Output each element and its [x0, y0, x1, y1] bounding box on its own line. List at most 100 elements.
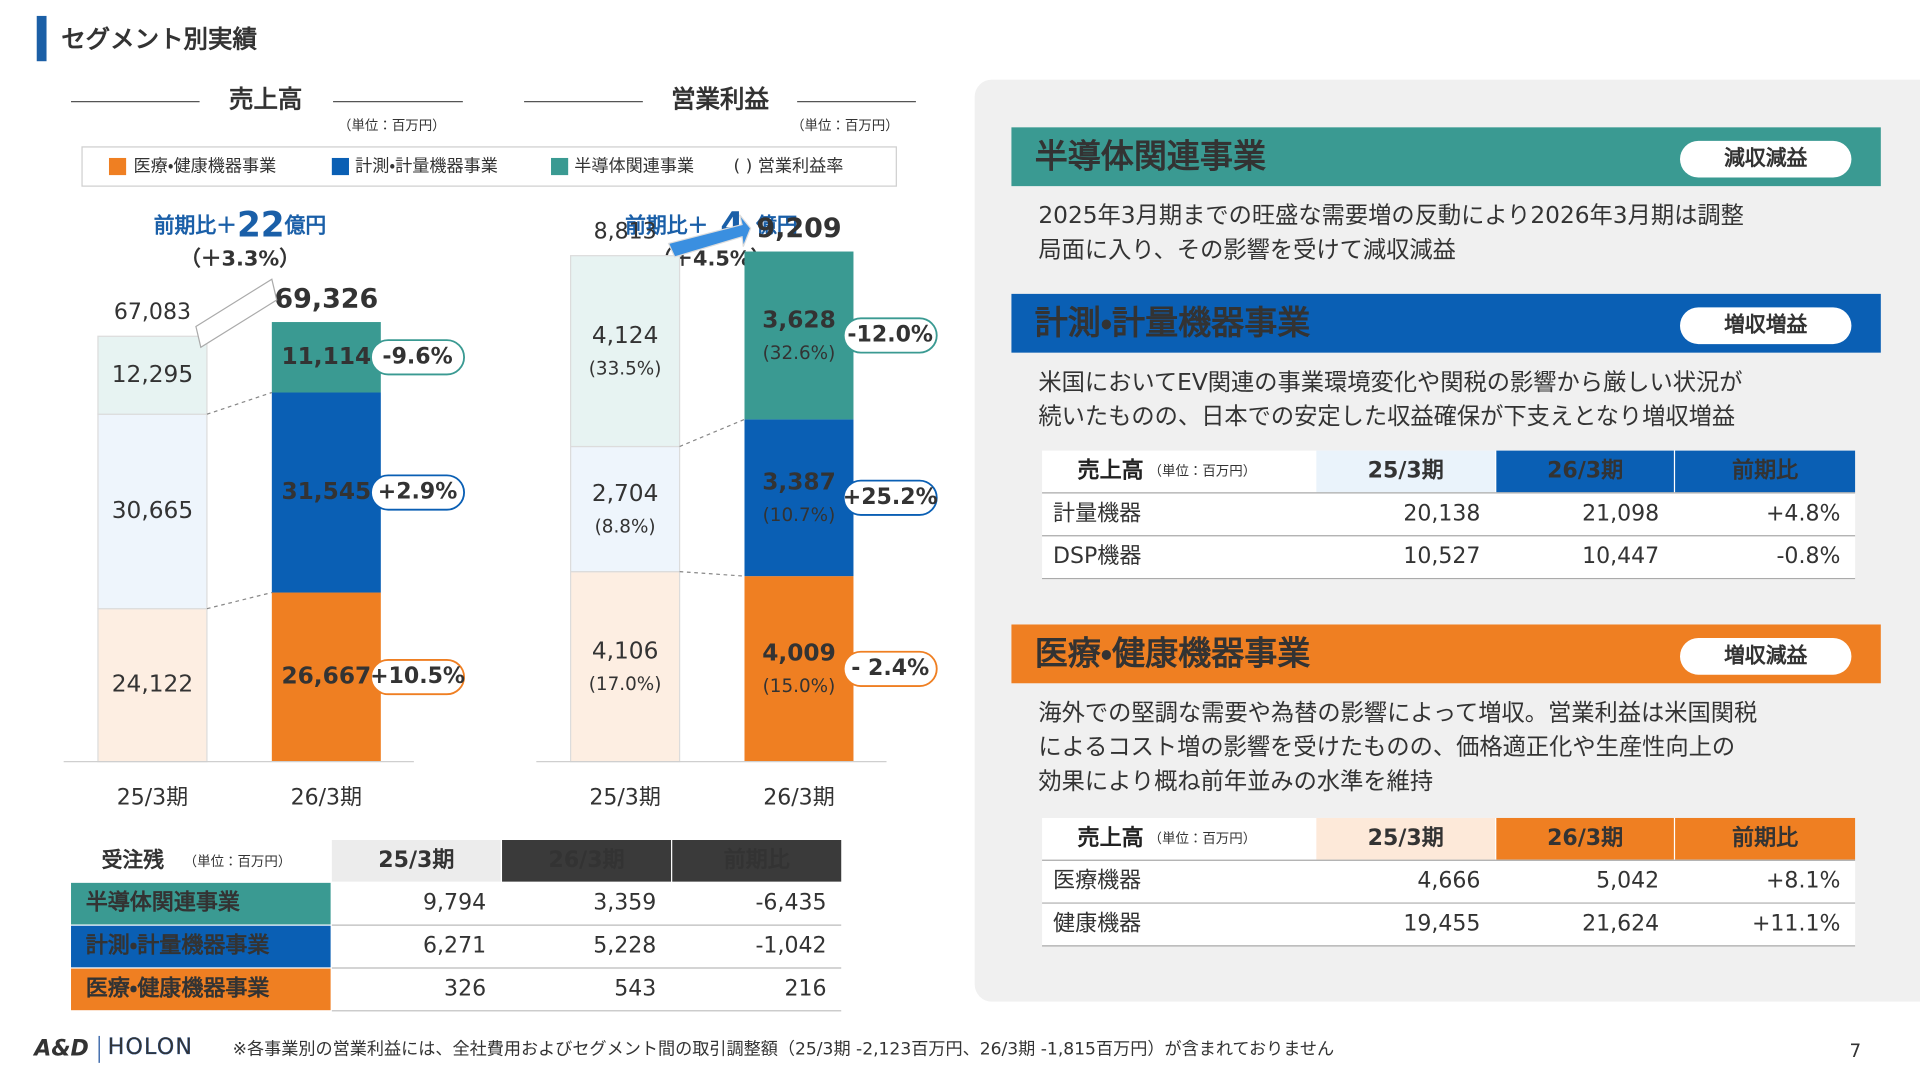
bar-segment — [271, 322, 381, 393]
total-label: 67,083 — [114, 300, 191, 325]
change-arrow — [195, 278, 278, 349]
legend-label: 半導体関連事業 — [574, 157, 694, 177]
table-title: 売上高 （単位：百万円） — [1078, 457, 1257, 483]
change-label: -12.0% — [847, 322, 933, 347]
change-label: +25.2% — [843, 485, 938, 510]
change-pill — [842, 650, 938, 687]
header-label: 前期比 — [724, 847, 790, 873]
cell: 19,455 — [1403, 911, 1480, 936]
legend-swatch — [551, 157, 569, 176]
header-label: 25/3期 — [1368, 458, 1444, 483]
row-label: DSP機器 — [1053, 544, 1141, 569]
change-pill — [842, 317, 938, 354]
backlog-unit: （単位：百万円） — [184, 854, 292, 870]
cell: +4.8% — [1766, 501, 1840, 526]
cell: -0.8% — [1776, 544, 1840, 569]
badge-label: 増収増益 — [1724, 313, 1807, 337]
change-label: +2.9% — [378, 480, 458, 505]
segment-title: 医療・健康機器事業 — [1035, 634, 1311, 673]
chart-title: 営業利益 — [671, 84, 769, 113]
logo-ad: A&D — [32, 1036, 89, 1061]
segment-value: 11,114 — [281, 343, 371, 370]
segment-value: 26,667 — [281, 663, 371, 690]
cell: 5,042 — [1596, 869, 1659, 894]
title-accent — [36, 15, 47, 62]
header-cell — [1496, 817, 1674, 860]
segment-value: 30,665 — [112, 497, 193, 524]
segment-value: 2,704 — [592, 480, 659, 507]
segment-text: 海外での堅調な需要や為替の影響によって増収。営業利益は米国関税 — [1038, 699, 1757, 726]
segment-value: 24,122 — [112, 671, 193, 698]
segment-ratio: (32.6%) — [763, 343, 836, 364]
legend-swatch — [108, 157, 127, 176]
header-label: 26/3期 — [548, 848, 624, 873]
segment-value: 3,387 — [762, 469, 836, 496]
cell: 21,624 — [1582, 911, 1659, 936]
connector — [206, 391, 273, 415]
bar-segment — [744, 576, 854, 762]
bar-segment — [271, 392, 381, 593]
cell: -6,435 — [755, 891, 826, 916]
bar-segment — [97, 335, 208, 415]
backlog-title: 受注残 — [102, 848, 165, 872]
segment-value: 4,124 — [592, 322, 659, 349]
cell: 3,359 — [593, 891, 656, 916]
change-label: -9.6% — [382, 344, 452, 369]
legend-label: 計測・計量機器事業 — [355, 157, 498, 177]
change-label: - 2.4% — [851, 656, 929, 681]
headline-sub: （＋3.3%） — [180, 247, 300, 271]
connector — [206, 591, 272, 610]
header-cell — [1316, 817, 1496, 860]
header-label: 25/3期 — [1368, 826, 1444, 851]
total-label: 8,813 — [594, 219, 657, 244]
headline-part: 前期比＋ — [625, 214, 708, 238]
row-label: 健康機器 — [1053, 911, 1141, 936]
header-label: 26/3期 — [1547, 826, 1623, 851]
segment-ratio: (15.0%) — [763, 676, 836, 697]
cell: 216 — [784, 976, 826, 1001]
category-label: 25/3期 — [589, 785, 661, 810]
table-title-main: 売上高 — [1078, 825, 1144, 851]
header-cell — [1675, 450, 1856, 493]
chart-unit: （単位：百万円） — [791, 118, 899, 134]
row-label: 計測・計量機器事業 — [86, 933, 271, 959]
segment-badge — [1680, 307, 1852, 345]
cell: 4,666 — [1417, 869, 1480, 894]
cell: 326 — [444, 976, 486, 1001]
chart-title: 売上高 — [229, 84, 302, 113]
cell: +8.1% — [1766, 869, 1840, 894]
header-cell — [672, 840, 842, 882]
legend-label: 医療・健康機器事業 — [133, 157, 276, 177]
segment-title: 半導体関連事業 — [1035, 136, 1266, 175]
bar-segment — [570, 445, 681, 573]
headline-part: 億円 — [284, 214, 327, 238]
chart-unit: （単位：百万円） — [338, 118, 446, 134]
legend-swatch — [331, 157, 349, 176]
table-unit: （単位：百万円） — [1149, 463, 1257, 479]
change-pill — [370, 474, 465, 511]
table-unit: （単位：百万円） — [1149, 831, 1257, 847]
badge-label: 増収減益 — [1724, 643, 1807, 667]
bar-segment — [570, 571, 681, 763]
cell: 5,228 — [593, 934, 656, 959]
segment-value: 4,009 — [762, 640, 836, 667]
segment-value: 3,628 — [762, 306, 836, 333]
segment-text: 2025年3月期までの旺盛な需要増の反動により2026年3月期は調整 — [1038, 202, 1743, 229]
row-label: 医療・健康機器事業 — [86, 975, 271, 1001]
total-label: 9,209 — [756, 213, 841, 244]
header-cell — [502, 840, 672, 882]
footer-note: ※各事業別の営業利益には、全社費用およびセグメント間の取引調整額（25/3期 -… — [233, 1039, 1335, 1059]
cell: 10,527 — [1403, 544, 1480, 569]
change-arrow — [667, 214, 752, 258]
connector — [679, 418, 745, 448]
header-label: 26/3期 — [1547, 458, 1623, 483]
row-label: 半導体関連事業 — [86, 890, 241, 916]
segment-badge — [1680, 637, 1852, 675]
header-label: 前期比 — [1732, 457, 1798, 483]
category-label: 25/3期 — [117, 785, 189, 810]
cell: 20,138 — [1403, 501, 1480, 526]
bar-segment — [744, 419, 854, 577]
segment-text: によるコスト増の影響を受けたものの、価格適正化や生産性向上の — [1038, 734, 1735, 761]
header-cell — [331, 840, 501, 882]
